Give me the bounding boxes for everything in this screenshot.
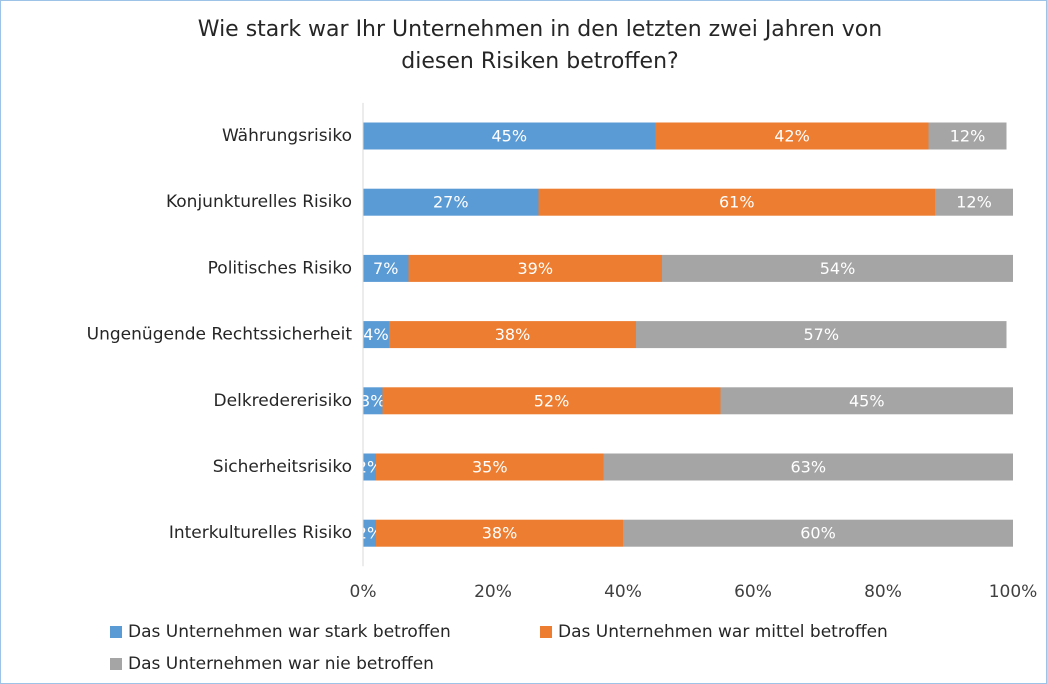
- category-label: Politisches Risiko: [208, 258, 352, 278]
- x-tick-label: 0%: [350, 582, 377, 602]
- data-label: 38%: [482, 524, 518, 543]
- bar-segment: [389, 321, 636, 349]
- data-label: 42%: [774, 127, 810, 146]
- bar-segment: [363, 387, 383, 415]
- bar-segment: [603, 453, 1013, 481]
- bar-segment: [376, 519, 623, 547]
- category-label: Ungenügende Rechtssicherheit: [87, 325, 353, 345]
- data-label: 54%: [820, 259, 856, 278]
- chart-title: diesen Risiken betroffen?: [401, 49, 678, 74]
- bar-segment: [363, 122, 656, 150]
- data-label: 7%: [373, 259, 398, 278]
- x-tick-label: 60%: [734, 582, 772, 602]
- bar-segment: [636, 321, 1007, 349]
- data-label: 39%: [517, 259, 553, 278]
- data-label: 60%: [800, 524, 836, 543]
- data-label: 12%: [950, 127, 986, 146]
- bar-segment: [720, 387, 1013, 415]
- data-label: 45%: [491, 127, 527, 146]
- bar-segment: [363, 188, 539, 216]
- x-tick-label: 100%: [989, 582, 1038, 602]
- bar-segment: [623, 519, 1013, 547]
- bar-segment: [655, 122, 929, 150]
- bar-segment: [363, 453, 376, 481]
- legend-marker: [540, 626, 552, 638]
- bar-segment: [363, 321, 389, 349]
- data-label: 35%: [472, 458, 508, 477]
- legend-marker: [110, 658, 122, 670]
- data-label: 52%: [534, 391, 570, 410]
- category-label: Währungsrisiko: [222, 126, 352, 146]
- category-label: Sicherheitsrisiko: [213, 457, 352, 477]
- bar-segment: [363, 519, 376, 547]
- bar-segment: [376, 453, 604, 481]
- bar-segment: [363, 254, 409, 282]
- bar-segment: [662, 254, 1013, 282]
- data-label: 57%: [803, 325, 839, 344]
- category-label: Delkredererisiko: [214, 391, 352, 411]
- legend-label: Das Unternehmen war mittel betroffen: [558, 622, 888, 642]
- data-label: 63%: [790, 458, 826, 477]
- legend-label: Das Unternehmen war nie betroffen: [128, 654, 434, 674]
- x-tick-label: 40%: [604, 582, 642, 602]
- bar-segment: [928, 122, 1007, 150]
- bar-segment: [935, 188, 1013, 216]
- data-label: 45%: [849, 391, 885, 410]
- data-label: 38%: [495, 325, 531, 344]
- data-label: 3%: [360, 391, 385, 410]
- x-tick-label: 80%: [864, 582, 902, 602]
- data-label: 61%: [719, 193, 755, 212]
- chart-title: Wie stark war Ihr Unternehmen in den let…: [198, 17, 882, 42]
- legend-label: Das Unternehmen war stark betroffen: [128, 622, 451, 642]
- bar-segment: [408, 254, 662, 282]
- data-label: 27%: [433, 193, 469, 212]
- legend-marker: [110, 626, 122, 638]
- bar-segment: [382, 387, 721, 415]
- category-label: Interkulturelles Risiko: [169, 523, 352, 543]
- category-label: Konjunkturelles Risiko: [166, 192, 352, 212]
- x-tick-label: 20%: [474, 582, 512, 602]
- data-label: 4%: [363, 325, 388, 344]
- data-label: 12%: [956, 193, 992, 212]
- bar-segment: [538, 188, 935, 216]
